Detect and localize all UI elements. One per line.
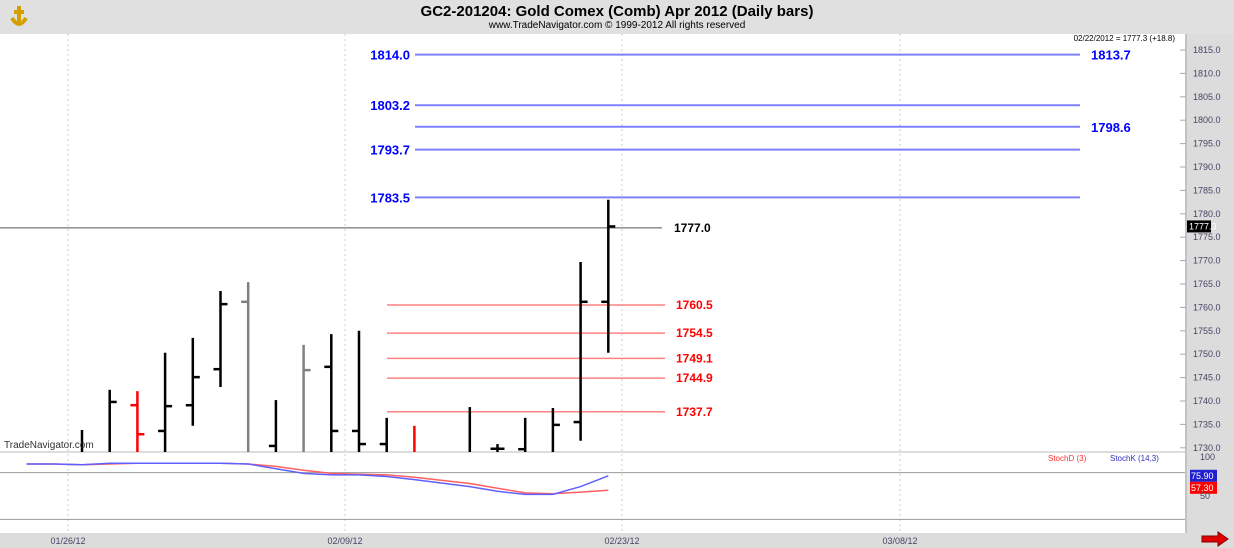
y-tick-label: 1755.0 xyxy=(1193,326,1221,336)
support-label: 1737.7 xyxy=(676,405,713,419)
ohlc-bar xyxy=(352,330,366,452)
resistance-label: 1803.2 xyxy=(370,98,410,113)
ohlc-bar xyxy=(379,417,388,452)
stoch-k-line xyxy=(26,462,609,496)
support-label: 1760.5 xyxy=(676,298,713,312)
chart-header: GC2-201204: Gold Comex (Comb) Apr 2012 (… xyxy=(0,0,1234,34)
y-tick-label: 1745.0 xyxy=(1193,373,1221,383)
stoch-d-value: 57.30 xyxy=(1191,483,1214,493)
y-tick-label: 1785.0 xyxy=(1193,185,1221,195)
price-readout: 02/22/2012 = 1777.3 (+18.8) xyxy=(1074,34,1176,43)
ohlc-bar xyxy=(601,199,616,353)
ohlc-bar xyxy=(108,389,117,452)
x-tick-label: 02/23/12 xyxy=(604,536,639,546)
scroll-right-arrow-icon[interactable] xyxy=(1201,531,1229,547)
stoch-k-legend: StochK (14,3) xyxy=(1110,454,1159,463)
x-tick-label: 02/09/12 xyxy=(327,536,362,546)
ohlc-bar xyxy=(324,334,339,452)
y-tick-label: 1810.0 xyxy=(1193,68,1221,78)
stoch-y-tick: 50 xyxy=(1200,491,1210,501)
resistance-label: 1793.7 xyxy=(370,143,410,158)
ohlc-bar xyxy=(302,344,311,452)
stoch-k-value-box xyxy=(1190,469,1217,482)
y-tick-label: 1750.0 xyxy=(1193,349,1221,359)
resistance-label: 1783.5 xyxy=(370,190,410,205)
watermark: TradeNavigator.com xyxy=(4,440,94,451)
ohlc-bar xyxy=(130,391,145,452)
ohlc-bar xyxy=(241,282,250,452)
ohlc-bar xyxy=(551,408,560,452)
support-label: 1749.1 xyxy=(676,351,713,365)
y-tick-label: 1770.0 xyxy=(1193,256,1221,266)
y-tick-label: 1780.0 xyxy=(1193,209,1221,219)
stoch-d-legend: StochD (3) xyxy=(1048,454,1087,463)
ohlc-bar xyxy=(490,444,505,452)
ohlc-bar xyxy=(268,400,278,452)
ohlc-bar xyxy=(518,417,527,452)
y-tick-label: 1730.0 xyxy=(1193,443,1221,453)
y-tick-label: 1815.0 xyxy=(1193,45,1221,55)
chart-subtitle: www.TradeNavigator.com © 1999-2012 All r… xyxy=(488,20,746,31)
resistance-right-label: 1813.7 xyxy=(1091,48,1131,63)
y-tick-label: 1790.0 xyxy=(1193,162,1221,172)
chart-title: GC2-201204: Gold Comex (Comb) Apr 2012 (… xyxy=(420,3,814,20)
support-label: 1754.5 xyxy=(676,326,713,340)
ohlc-bar xyxy=(185,337,200,426)
trade-navigator-logo-icon xyxy=(10,6,28,26)
last-price-label: 1777.3 xyxy=(1189,221,1217,231)
resistance-right-label: 1798.6 xyxy=(1091,120,1131,135)
y-tick-label: 1795.0 xyxy=(1193,139,1221,149)
stoch-y-tick: 100 xyxy=(1200,452,1215,462)
y-tick-label: 1765.0 xyxy=(1193,279,1221,289)
x-tick-label: 03/08/12 xyxy=(882,536,917,546)
pivot-label: 1777.0 xyxy=(674,221,711,235)
resistance-label: 1814.0 xyxy=(370,48,410,63)
stoch-k-value: 75.90 xyxy=(1191,471,1214,481)
ohlc-bar xyxy=(158,352,173,452)
ohlc-bar xyxy=(213,291,228,387)
x-tick-label: 01/26/12 xyxy=(50,536,85,546)
y-tick-label: 1740.0 xyxy=(1193,396,1221,406)
y-tick-label: 1775.0 xyxy=(1193,232,1221,242)
y-tick-label: 1800.0 xyxy=(1193,115,1221,125)
support-label: 1744.9 xyxy=(676,371,713,385)
y-tick-label: 1760.0 xyxy=(1193,302,1221,312)
y-tick-label: 1805.0 xyxy=(1193,92,1221,102)
ohlc-bar xyxy=(573,262,588,441)
stoch-d-value-box xyxy=(1190,481,1217,494)
y-tick-label: 1735.0 xyxy=(1193,419,1221,429)
last-price-box xyxy=(1187,220,1211,233)
plot-area xyxy=(0,34,1185,533)
